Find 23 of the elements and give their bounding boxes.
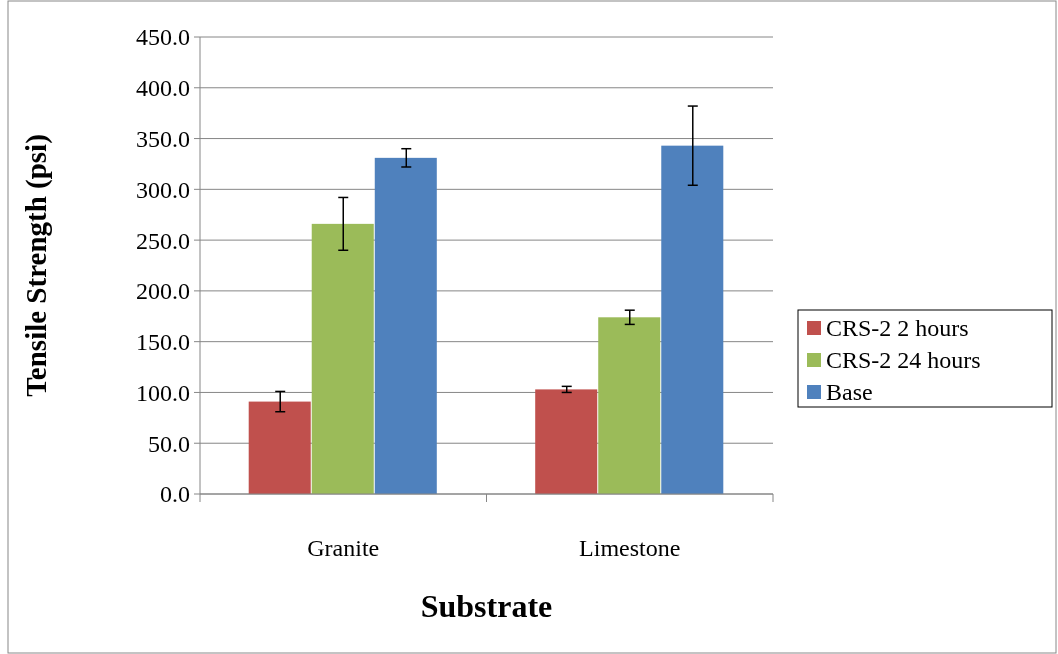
bar (535, 389, 598, 494)
y-tick-label: 0.0 (160, 481, 190, 508)
y-tick-label: 400.0 (136, 75, 190, 102)
legend-label: Base (826, 379, 873, 406)
x-tick-label: Limestone (579, 535, 681, 561)
x-tick-label: Granite (307, 535, 380, 561)
y-tick-label: 150.0 (136, 329, 190, 356)
y-tick-label: 250.0 (136, 227, 190, 254)
bar (311, 223, 374, 494)
y-tick-label: 200.0 (136, 278, 190, 305)
legend-label: CRS-2 24 hours (826, 347, 981, 374)
y-tick-label: 50.0 (148, 430, 190, 457)
x-axis-title: Substrate (420, 588, 553, 624)
legend-label: CRS-2 2 hours (826, 315, 969, 342)
y-tick-label: 450.0 (136, 24, 190, 51)
bar (248, 401, 311, 494)
y-tick-label: 350.0 (136, 125, 190, 152)
y-axis-title: Tensile Strength (psi) (20, 134, 53, 397)
y-tick-label: 300.0 (136, 176, 190, 203)
bar (661, 145, 724, 494)
bar (374, 157, 437, 494)
bar (598, 317, 661, 494)
y-tick-label: 100.0 (136, 379, 190, 406)
